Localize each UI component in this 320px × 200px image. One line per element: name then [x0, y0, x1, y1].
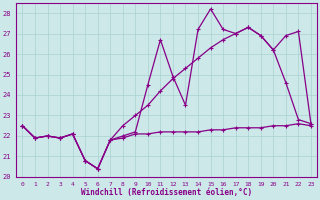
X-axis label: Windchill (Refroidissement éolien,°C): Windchill (Refroidissement éolien,°C)	[81, 188, 252, 197]
